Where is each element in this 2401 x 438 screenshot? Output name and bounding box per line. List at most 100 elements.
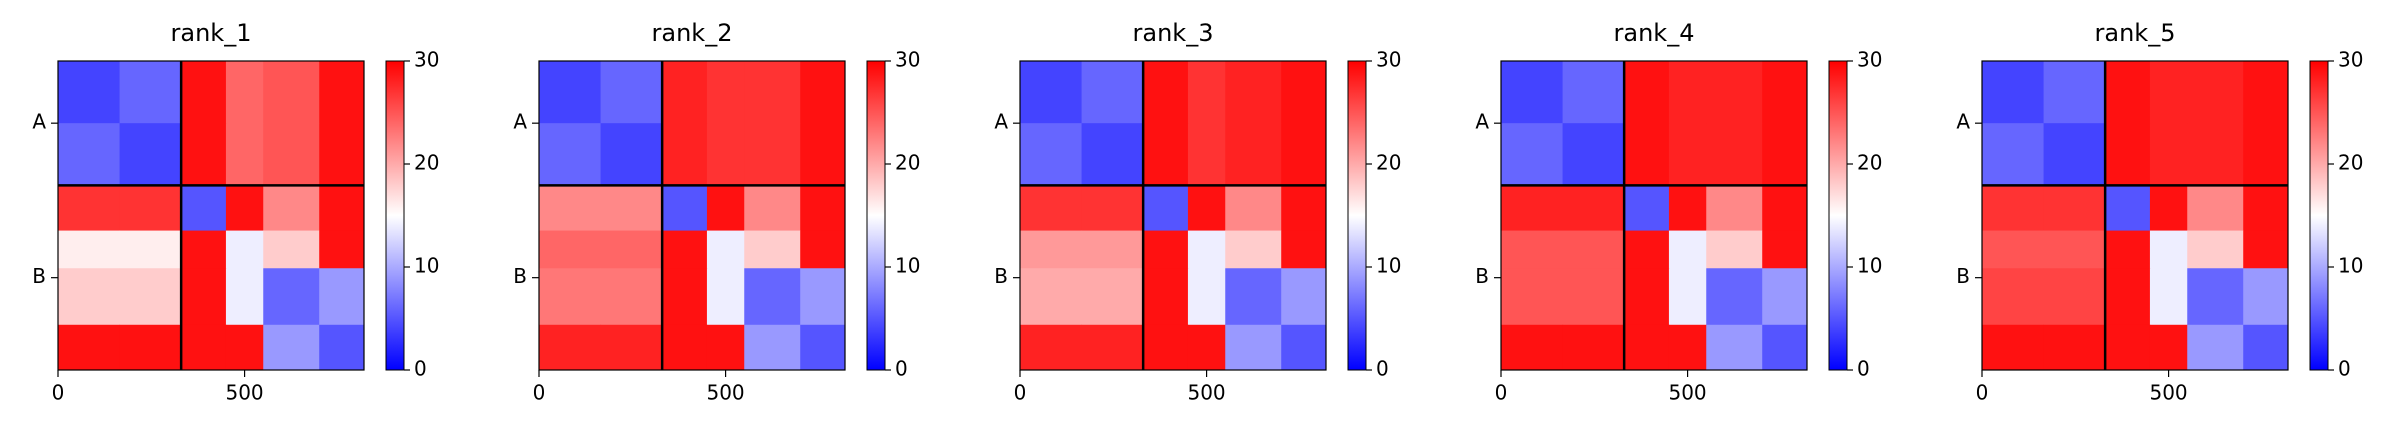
colorbar-tick-label: 10 — [2338, 254, 2363, 278]
heatmap-cell — [319, 268, 365, 326]
y-tick-label: A — [513, 110, 527, 134]
heatmap-cell — [263, 185, 320, 232]
heatmap-cell — [2187, 230, 2244, 269]
colorbar — [2309, 60, 2329, 371]
heatmap-cell — [1187, 268, 1226, 326]
heatmap-cell — [1020, 185, 1083, 232]
heatmap-cell — [225, 230, 264, 269]
heatmap-cell — [744, 61, 801, 124]
colorbar-tick-label: 30 — [895, 48, 920, 72]
colorbar-tick-label: 20 — [414, 151, 439, 175]
colorbar-tick-label: 0 — [2338, 357, 2351, 381]
heatmap-cell — [1706, 268, 1763, 326]
heatmap-cell — [600, 268, 663, 326]
heatmap-cell — [1668, 61, 1707, 124]
heatmap-cell — [1562, 230, 1625, 269]
panel: rank_2 0 500 A B 0 10 20 30 — [513, 19, 920, 405]
heatmap-cell — [1668, 123, 1707, 186]
heatmap-cell — [1762, 324, 1808, 371]
x-tick-label: 0 — [533, 381, 546, 405]
heatmap-cell — [706, 230, 745, 269]
panel-title: rank_2 — [652, 19, 733, 47]
heatmap-cell — [800, 61, 846, 124]
heatmap-cell — [1020, 268, 1083, 326]
heatmap-cell — [319, 230, 365, 269]
heatmap-cell — [1143, 230, 1189, 269]
heatmap-cell — [1706, 230, 1763, 269]
heatmap-cell — [58, 268, 121, 326]
heatmap-cell — [1281, 230, 1327, 269]
heatmap-cell — [2187, 61, 2244, 124]
heatmap-cell — [1562, 324, 1625, 371]
heatmap-cell — [1706, 123, 1763, 186]
heatmap-cell — [744, 324, 801, 371]
panel: rank_1 0 500 A B 0 10 20 30 — [32, 19, 439, 405]
heatmap-cell — [600, 123, 663, 186]
heatmap-cell — [662, 61, 708, 124]
colorbar-tick-label: 30 — [414, 48, 439, 72]
y-tick-label: A — [1475, 110, 1489, 134]
heatmap-cell — [1668, 230, 1707, 269]
heatmap-cell — [2243, 268, 2289, 326]
heatmap-cell — [1624, 123, 1670, 186]
heatmap-cell — [539, 324, 602, 371]
heatmap-cell — [662, 268, 708, 326]
heatmap-cell — [225, 185, 264, 232]
heatmap-cell — [58, 324, 121, 371]
heatmap-cell — [1225, 61, 1282, 124]
heatmap-cell — [2187, 324, 2244, 371]
y-tick-label: B — [1475, 264, 1489, 288]
heatmap-cell — [1624, 268, 1670, 326]
colorbar — [866, 60, 886, 371]
y-tick-label: B — [1956, 264, 1970, 288]
y-tick-label: A — [32, 110, 46, 134]
heatmap-cell — [1143, 61, 1189, 124]
panel-title: rank_5 — [2095, 19, 2176, 47]
y-tick-label: B — [513, 264, 527, 288]
heatmap-cell — [706, 268, 745, 326]
heatmap-cell — [2243, 61, 2289, 124]
colorbar-tick-label: 20 — [1857, 151, 1882, 175]
heatmap-cell — [1762, 230, 1808, 269]
heatmap-cell — [119, 185, 182, 232]
x-tick-label: 0 — [1014, 381, 1027, 405]
heatmap-cell — [119, 230, 182, 269]
heatmap-cell — [1081, 324, 1144, 371]
heatmap-cell — [539, 268, 602, 326]
heatmap-cell — [800, 324, 846, 371]
heatmap-cell — [1187, 61, 1226, 124]
colorbar — [385, 60, 405, 371]
heatmap-cell — [263, 268, 320, 326]
heatmap-cell — [1501, 61, 1564, 124]
heatmap-cell — [1706, 61, 1763, 124]
axes-frame — [1019, 60, 1327, 371]
x-tick-label: 500 — [706, 381, 744, 405]
heatmap-cell — [58, 123, 121, 186]
heatmap-cell — [2149, 185, 2188, 232]
colorbar-tick-label: 10 — [895, 254, 920, 278]
heatmap-cell — [1187, 123, 1226, 186]
colorbar-tick-label: 0 — [1376, 357, 1389, 381]
x-tick-label: 500 — [1187, 381, 1225, 405]
colorbar-tick-label: 10 — [1857, 254, 1882, 278]
heatmap-cell — [1501, 230, 1564, 269]
heatmap-cell — [1187, 185, 1226, 232]
heatmap-cell — [319, 123, 365, 186]
heatmap-cell — [1187, 324, 1226, 371]
heatmap-cell — [1562, 123, 1625, 186]
heatmap-cell — [2043, 268, 2106, 326]
axes-frame — [57, 60, 365, 371]
heatmap-cell — [181, 61, 227, 124]
colorbar-tick-label: 0 — [895, 357, 908, 381]
axes-frame — [1981, 60, 2289, 371]
heatmap-cell — [119, 61, 182, 124]
panel-title: rank_1 — [171, 19, 252, 47]
heatmap-cell — [1501, 268, 1564, 326]
x-tick-label: 500 — [1668, 381, 1706, 405]
heatmap-cell — [181, 230, 227, 269]
heatmap-cell — [1562, 61, 1625, 124]
panel-title: rank_4 — [1614, 19, 1695, 47]
heatmap-cell — [2243, 230, 2289, 269]
heatmap-cell — [1187, 230, 1226, 269]
heatmap-cell — [2187, 123, 2244, 186]
